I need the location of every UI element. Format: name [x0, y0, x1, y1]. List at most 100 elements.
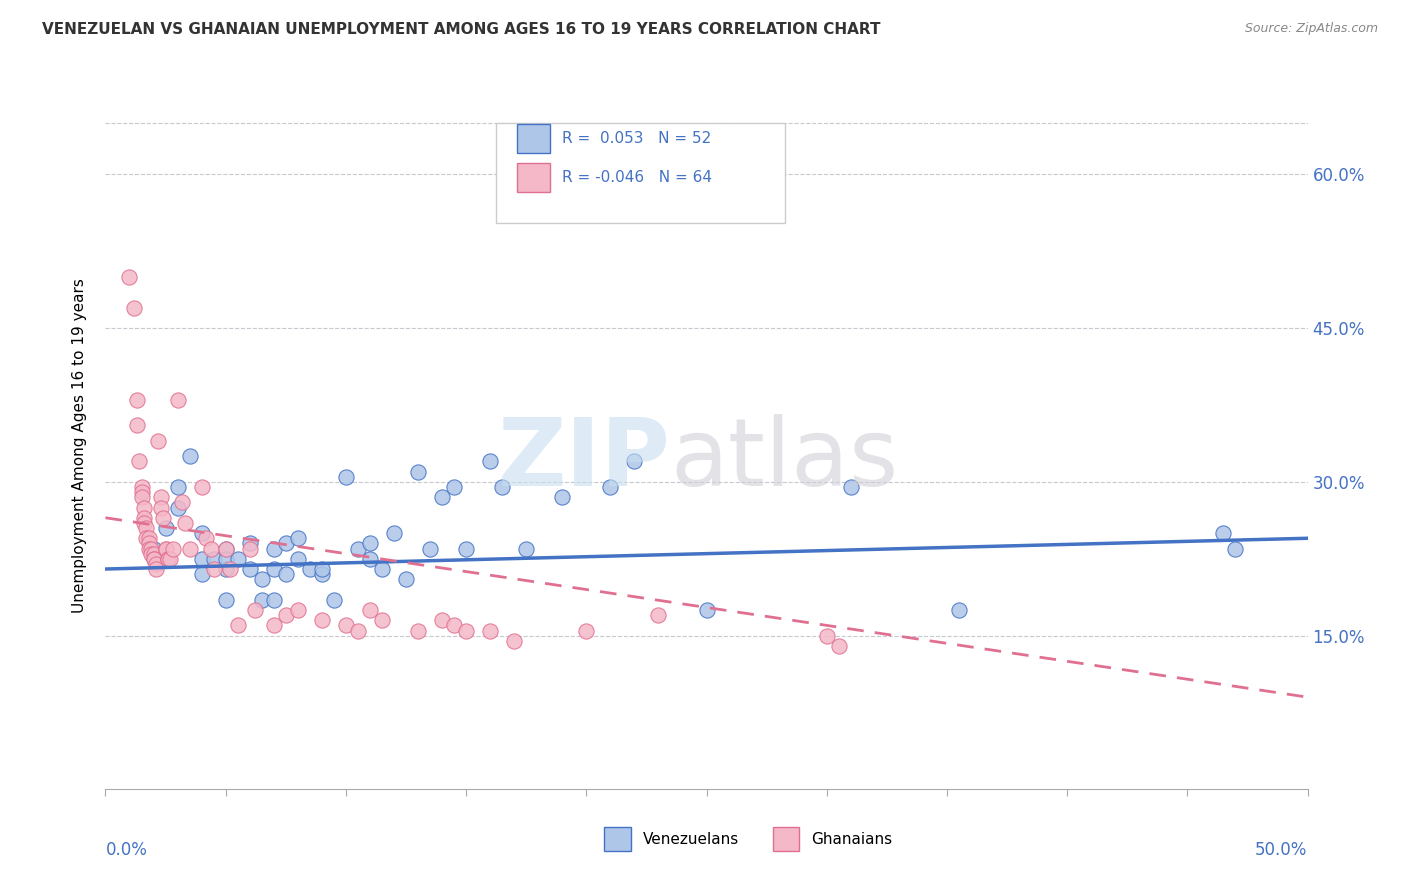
Point — [430, 490, 453, 504]
Point — [142, 551, 165, 566]
Point — [382, 526, 405, 541]
Bar — [605, 827, 631, 851]
Point — [202, 562, 225, 576]
Point — [124, 301, 146, 315]
Text: VENEZUELAN VS GHANAIAN UNEMPLOYMENT AMONG AGES 16 TO 19 YEARS CORRELATION CHART: VENEZUELAN VS GHANAIAN UNEMPLOYMENT AMON… — [42, 22, 880, 37]
Y-axis label: Unemployment Among Ages 16 to 19 years: Unemployment Among Ages 16 to 19 years — [72, 278, 87, 614]
Point — [200, 541, 222, 556]
Point — [155, 541, 177, 556]
Point — [202, 551, 225, 566]
Point — [623, 454, 645, 468]
Point — [1225, 541, 1247, 556]
Point — [179, 541, 201, 556]
Point — [311, 613, 333, 627]
Text: R =  0.053   N = 52: R = 0.053 N = 52 — [562, 131, 711, 145]
Point — [395, 572, 418, 586]
Point — [647, 608, 669, 623]
Point — [419, 541, 441, 556]
Point — [173, 516, 195, 530]
Point — [551, 490, 574, 504]
Point — [145, 562, 167, 576]
Point — [443, 480, 465, 494]
Point — [250, 572, 273, 586]
Point — [190, 551, 212, 566]
Point — [347, 541, 370, 556]
Text: ZIP: ZIP — [498, 414, 671, 506]
Point — [152, 510, 174, 524]
Point — [172, 495, 194, 509]
Point — [406, 624, 429, 638]
Point — [156, 551, 179, 566]
Point — [179, 449, 201, 463]
Point — [125, 392, 148, 407]
Point — [162, 541, 184, 556]
Point — [359, 551, 381, 566]
Point — [214, 551, 236, 566]
Point — [430, 613, 453, 627]
Point — [948, 603, 970, 617]
Bar — [516, 124, 550, 153]
Point — [371, 562, 394, 576]
Point — [359, 603, 381, 617]
Point — [139, 541, 162, 556]
Text: Source: ZipAtlas.com: Source: ZipAtlas.com — [1244, 22, 1378, 36]
Point — [135, 521, 157, 535]
Point — [287, 551, 309, 566]
Point — [479, 454, 502, 468]
Point — [298, 562, 321, 576]
Point — [226, 551, 249, 566]
Point — [335, 469, 357, 483]
Text: Ghanaians: Ghanaians — [811, 831, 893, 847]
Point — [118, 269, 141, 284]
Point — [131, 490, 153, 504]
Point — [239, 536, 262, 550]
Point — [454, 624, 477, 638]
Point — [243, 603, 266, 617]
Point — [263, 541, 285, 556]
Point — [479, 624, 502, 638]
Point — [128, 454, 150, 468]
Point — [263, 562, 285, 576]
Point — [322, 592, 344, 607]
Point — [359, 536, 381, 550]
Point — [159, 551, 181, 566]
Point — [250, 592, 273, 607]
Bar — [516, 163, 550, 192]
Text: 50.0%: 50.0% — [1256, 841, 1308, 859]
Point — [454, 541, 477, 556]
Point — [139, 547, 162, 561]
Bar — [773, 827, 799, 851]
Point — [515, 541, 537, 556]
Point — [214, 592, 236, 607]
Point — [839, 480, 862, 494]
Text: 0.0%: 0.0% — [105, 841, 148, 859]
Text: R = -0.046   N = 64: R = -0.046 N = 64 — [562, 170, 713, 185]
Point — [347, 624, 370, 638]
Point — [599, 480, 621, 494]
Point — [148, 434, 170, 448]
Point — [287, 531, 309, 545]
Point — [125, 418, 148, 433]
Point — [138, 536, 160, 550]
Point — [142, 541, 165, 556]
FancyBboxPatch shape — [496, 123, 785, 223]
Point — [219, 562, 242, 576]
Point — [166, 480, 188, 494]
Point — [263, 618, 285, 632]
Point — [135, 531, 157, 545]
Point — [696, 603, 718, 617]
Point — [274, 567, 297, 582]
Point — [132, 510, 155, 524]
Point — [214, 541, 236, 556]
Point — [142, 551, 165, 566]
Point — [311, 562, 333, 576]
Point — [226, 618, 249, 632]
Point — [263, 592, 285, 607]
Point — [132, 516, 155, 530]
Point — [166, 392, 188, 407]
Text: atlas: atlas — [671, 414, 898, 506]
Point — [190, 567, 212, 582]
Point — [443, 618, 465, 632]
Point — [406, 465, 429, 479]
Point — [145, 557, 167, 571]
